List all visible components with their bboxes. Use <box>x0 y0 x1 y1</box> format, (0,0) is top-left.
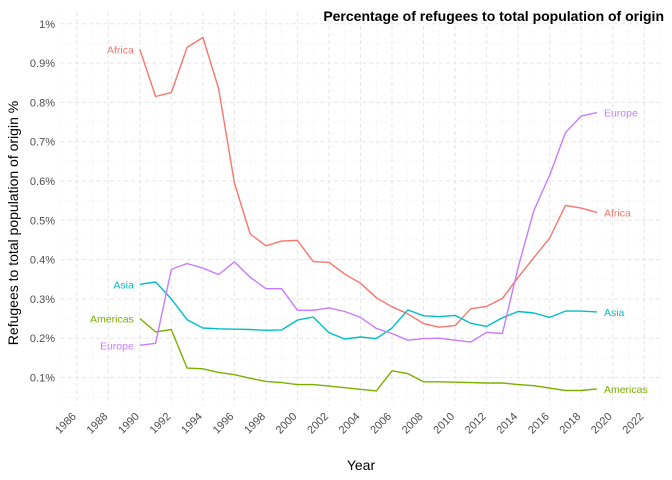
series-lines <box>139 36 598 392</box>
y-tick-label: 0.4% <box>30 255 55 267</box>
y-tick-label: 1% <box>39 19 55 31</box>
x-tick-label: 1990 <box>116 411 142 437</box>
x-tick-label: 1998 <box>242 411 268 437</box>
y-tick-label: 0.8% <box>30 97 55 109</box>
x-tick-label: 2020 <box>589 411 615 437</box>
x-tick-label: 2008 <box>400 411 426 437</box>
y-tick-label: 0.1% <box>30 372 55 384</box>
y-tick-label: 0.6% <box>30 176 55 188</box>
x-tick-label: 1986 <box>53 411 79 437</box>
chart-title: Percentage of refugees to total populati… <box>323 8 664 24</box>
x-tick-label: 2018 <box>558 411 584 437</box>
x-axis-ticks: 1986 1988 1990 1992 1994 1996 1998 2000 2002 2004… <box>53 411 646 437</box>
x-tick-label: 2014 <box>494 411 520 437</box>
y-axis-title: Refugees to total population of origin % <box>5 101 21 345</box>
series-label-start-africa: Africa <box>107 44 134 56</box>
series-labels: Africa Africa Americas Americas Asia Asia Euro… <box>90 44 648 396</box>
y-tick-label: 0.7% <box>30 137 55 149</box>
x-axis-title: Year <box>347 457 376 473</box>
x-tick-label: 1996 <box>211 411 237 437</box>
x-tick-label: 1994 <box>179 411 205 437</box>
x-tick-label: 2012 <box>463 411 489 437</box>
series-label-end-asia: Asia <box>604 307 625 319</box>
x-tick-label: 2006 <box>368 411 394 437</box>
x-tick-label: 1992 <box>148 411 174 437</box>
series-label-end-africa: Africa <box>604 207 631 219</box>
x-tick-label: 2002 <box>305 411 331 437</box>
y-tick-label: 0.5% <box>30 215 55 227</box>
y-axis-ticks: 0.1% 0.2% 0.3% 0.4% 0.5% 0.6% 0.7% 0.8% 0.9% 1% <box>30 19 55 385</box>
y-tick-label: 0.2% <box>30 333 55 345</box>
series-line-europe <box>139 111 598 346</box>
series-label-start-asia: Asia <box>113 279 134 291</box>
x-tick-label: 2004 <box>337 411 363 437</box>
x-tick-label: 2010 <box>431 411 457 437</box>
series-line-americas <box>139 317 597 392</box>
x-tick-label: 1988 <box>85 411 111 437</box>
y-tick-label: 0.3% <box>30 294 55 306</box>
grid-major <box>61 12 660 405</box>
y-tick-label: 0.9% <box>30 58 55 70</box>
series-label-start-europe: Europe <box>100 340 134 352</box>
x-tick-label: 2016 <box>526 411 552 437</box>
x-tick-label: 2000 <box>274 411 300 437</box>
series-label-start-americas: Americas <box>90 314 134 326</box>
x-tick-label: 2022 <box>621 411 647 437</box>
series-label-end-americas: Americas <box>604 384 648 396</box>
series-line-africa <box>139 36 598 328</box>
series-line-asia <box>139 281 597 340</box>
series-label-end-europe: Europe <box>604 108 638 120</box>
